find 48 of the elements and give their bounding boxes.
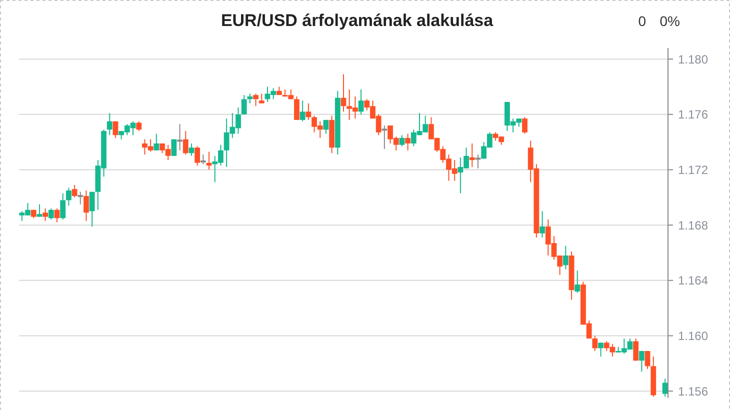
candlestick bbox=[112, 120, 118, 138]
candlestick bbox=[106, 112, 112, 136]
y-tick-label: 1.180 bbox=[678, 52, 708, 66]
candlestick bbox=[644, 350, 650, 370]
candlestick bbox=[182, 130, 188, 156]
candlestick bbox=[300, 100, 306, 122]
y-tick-label: 1.160 bbox=[678, 328, 708, 343]
candlestick bbox=[253, 93, 258, 107]
candlestick bbox=[662, 378, 668, 398]
candlestick bbox=[639, 350, 644, 372]
candlestick bbox=[306, 102, 312, 120]
y-tick-label: 1.164 bbox=[678, 274, 708, 288]
candlestick bbox=[562, 245, 568, 270]
candlestick bbox=[574, 270, 580, 294]
candlestick bbox=[323, 119, 329, 134]
y-tick-label: 1.168 bbox=[678, 218, 708, 232]
candlestick bbox=[66, 187, 72, 206]
candlestick bbox=[592, 335, 598, 352]
candlestick bbox=[171, 138, 177, 156]
candlestick bbox=[241, 94, 247, 115]
candlestick bbox=[36, 204, 42, 218]
candlestick bbox=[294, 96, 300, 120]
candlestick bbox=[194, 146, 200, 166]
candlestick bbox=[72, 184, 78, 198]
candlestick bbox=[405, 133, 411, 151]
candlestick bbox=[598, 342, 604, 357]
text: 0% bbox=[660, 13, 680, 29]
y-tick-label: 1.176 bbox=[678, 108, 708, 122]
candlestick bbox=[188, 142, 194, 156]
y-tick-label: 1.156 bbox=[678, 384, 708, 398]
candlestick bbox=[258, 93, 264, 104]
text: 0 bbox=[638, 13, 646, 29]
chart-title: EUR/USD árfolyamának alakulása bbox=[220, 11, 494, 30]
candlestick bbox=[48, 208, 54, 220]
candlestick bbox=[540, 210, 545, 238]
candlestick bbox=[136, 120, 142, 132]
candlestick bbox=[469, 142, 475, 168]
candlestick bbox=[84, 190, 89, 222]
candlestick bbox=[399, 134, 405, 147]
candlestick bbox=[42, 208, 48, 222]
candlestick bbox=[633, 338, 639, 362]
y-tick-label: 1.172 bbox=[678, 162, 708, 177]
candlestick bbox=[176, 124, 184, 151]
candlestick bbox=[358, 89, 364, 115]
candlestick bbox=[522, 116, 528, 134]
candlestick bbox=[89, 191, 95, 227]
candlestick bbox=[60, 192, 66, 220]
candlestick bbox=[154, 133, 160, 151]
